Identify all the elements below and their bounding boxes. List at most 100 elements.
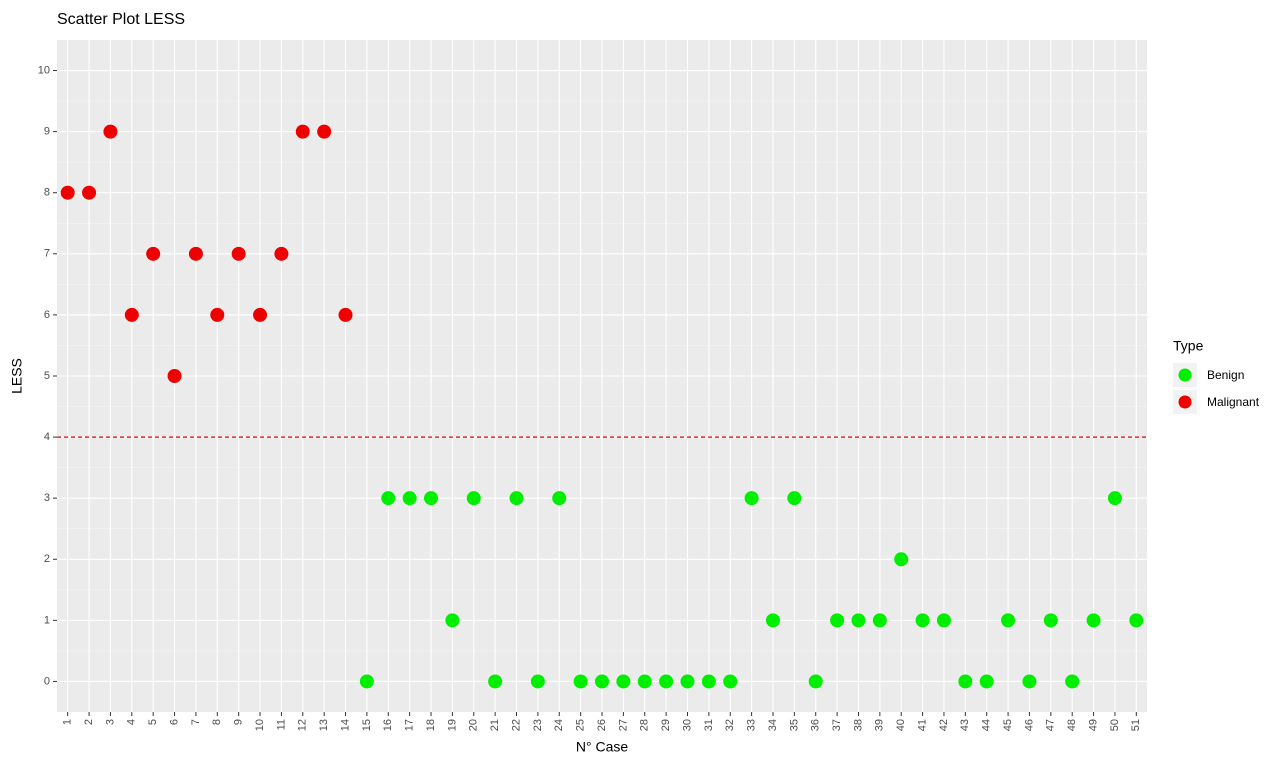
point (915, 613, 930, 628)
x-tick-label: 18 (425, 719, 437, 731)
x-tick-label: 13 (318, 719, 330, 731)
point (231, 246, 246, 261)
x-tick-label: 27 (617, 719, 629, 731)
point (637, 674, 652, 689)
point (317, 124, 332, 139)
x-tick-label: 51 (1130, 719, 1142, 731)
y-axis-label: LESS (9, 358, 25, 394)
point (103, 124, 118, 139)
x-tick-label: 47 (1045, 719, 1057, 731)
x-tick-label: 10 (254, 719, 266, 731)
x-tick-label: 4 (126, 719, 138, 725)
point (1022, 674, 1037, 689)
x-tick-label: 49 (1087, 719, 1099, 731)
y-tick-label: 10 (38, 64, 50, 76)
x-tick-label: 8 (211, 719, 223, 725)
x-tick-label: 17 (404, 719, 416, 731)
point (188, 246, 203, 261)
x-tick-label: 44 (981, 719, 993, 731)
point (253, 307, 268, 322)
x-tick-label: 40 (895, 719, 907, 731)
x-tick-label: 3 (104, 719, 116, 725)
point (894, 552, 909, 567)
y-tick-label: 1 (44, 614, 50, 626)
point (82, 185, 97, 200)
x-axis-label: N° Case (576, 739, 628, 755)
point (338, 307, 353, 322)
y-tick-label: 8 (44, 187, 50, 199)
x-tick-label: 6 (168, 719, 180, 725)
point (979, 674, 994, 689)
point (146, 246, 161, 261)
x-tick-label: 24 (553, 719, 565, 731)
point (530, 674, 545, 689)
point (1065, 674, 1080, 689)
point (124, 307, 139, 322)
x-tick-label: 19 (446, 719, 458, 731)
x-tick-label: 42 (938, 719, 950, 731)
x-tick-label: 41 (916, 719, 928, 731)
x-tick-label: 45 (1002, 719, 1014, 731)
point (808, 674, 823, 689)
point (509, 491, 524, 506)
point (552, 491, 567, 506)
point (765, 613, 780, 628)
point (445, 613, 460, 628)
y-tick-label: 0 (44, 675, 50, 687)
y-tick-label: 7 (44, 248, 50, 260)
point (595, 674, 609, 689)
x-tick-label: 50 (1109, 719, 1121, 731)
point (744, 491, 759, 506)
x-tick-label: 9 (233, 719, 245, 725)
point (701, 674, 716, 689)
legend-swatch (1178, 395, 1192, 409)
x-tick-label: 43 (959, 719, 971, 731)
x-tick-label: 32 (724, 719, 736, 731)
x-tick-label: 20 (468, 719, 480, 731)
point (1043, 613, 1058, 628)
legend-title: Type (1173, 338, 1204, 354)
y-tick-label: 6 (44, 309, 50, 321)
x-tick-label: 34 (767, 719, 779, 731)
y-tick-label: 9 (44, 126, 50, 138)
point (424, 491, 439, 506)
point (1129, 613, 1144, 628)
x-tick-label: 28 (639, 719, 651, 731)
x-tick-label: 21 (489, 719, 501, 731)
point (60, 185, 75, 200)
point (616, 674, 631, 689)
x-tick-label: 35 (788, 719, 800, 731)
point (958, 674, 973, 689)
x-tick-label: 5 (147, 719, 159, 725)
point (167, 369, 182, 383)
point (787, 491, 802, 506)
point (1107, 491, 1122, 506)
point (659, 674, 674, 689)
point (851, 613, 866, 628)
point (1001, 613, 1016, 628)
chart-title: Scatter Plot LESS (57, 11, 185, 28)
point (466, 491, 481, 506)
point (872, 613, 887, 628)
x-tick-label: 36 (810, 719, 822, 731)
x-tick-label: 15 (361, 719, 373, 731)
x-tick-label: 30 (681, 719, 693, 731)
legend-swatch (1178, 368, 1192, 382)
x-tick-label: 7 (190, 719, 202, 725)
x-tick-label: 26 (596, 719, 608, 731)
point (210, 307, 225, 322)
point (381, 491, 396, 506)
point (1086, 613, 1101, 628)
y-tick-label: 5 (44, 370, 50, 382)
point (488, 674, 503, 689)
y-tick-label: 4 (44, 431, 50, 443)
x-tick-label: 12 (297, 719, 309, 731)
y-tick-label: 2 (44, 553, 50, 565)
point (295, 124, 310, 139)
x-tick-label: 22 (510, 719, 522, 731)
legend-label: Malignant (1207, 395, 1260, 409)
x-tick-label: 37 (831, 719, 843, 731)
x-tick-label: 2 (83, 719, 95, 725)
x-tick-label: 46 (1023, 719, 1035, 731)
